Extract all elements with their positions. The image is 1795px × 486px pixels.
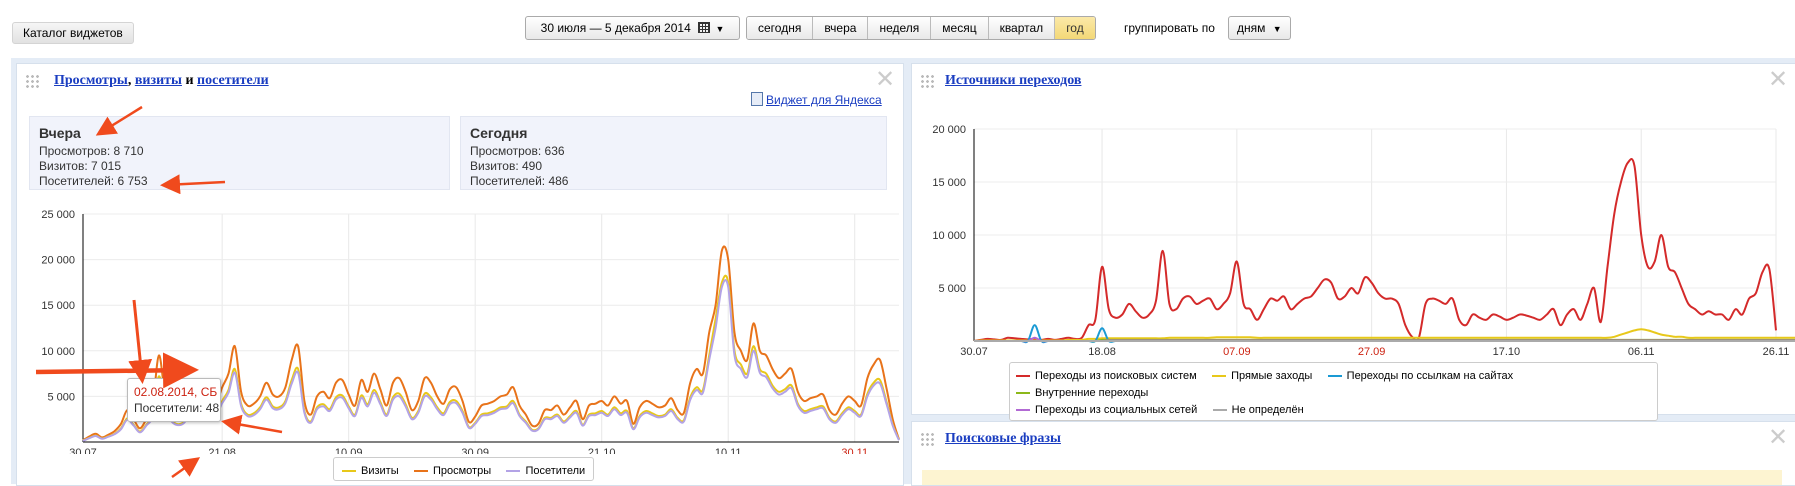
legend-label: Прямые заходы (1231, 370, 1313, 382)
legend-label: Переходы по ссылкам на сайтах (1346, 370, 1514, 382)
summary-visitors: Посетителей: 486 (470, 174, 569, 188)
legend-label: Не определён (1231, 404, 1304, 416)
x-tick-label: 10.09 (335, 447, 363, 454)
widget-views-visits: Просмотры, визиты и посетители ✕ Виджет … (16, 63, 904, 486)
summary-visitors: Посетителей: 6 753 (39, 174, 148, 188)
series-line (973, 328, 1795, 342)
legend-label: Посетители (525, 465, 586, 477)
widget-catalog-button[interactable]: Каталог виджетов (12, 22, 134, 44)
period-yesterday[interactable]: вчера (813, 17, 869, 39)
summary-views: Просмотров: 636 (470, 144, 565, 158)
legend-label: Переходы из поисковых систем (1035, 370, 1197, 382)
title-conjunction: и (185, 73, 194, 88)
legend-label: Просмотры (432, 465, 492, 477)
chart-tooltip: 02.08.2014, СБ Посетители: 48 (127, 378, 221, 422)
tooltip-value: Посетители: 48 (134, 401, 220, 415)
close-icon[interactable]: ✕ (1768, 424, 1789, 451)
calendar-icon (698, 22, 711, 33)
y-tick-label: 5 000 (47, 391, 75, 403)
chevron-down-icon: ▼ (715, 24, 725, 34)
legend-label: Визиты (361, 465, 399, 477)
x-tick-label: 27.09 (1358, 346, 1386, 358)
document-icon (751, 92, 763, 106)
x-tick-label: 21.08 (208, 447, 236, 454)
legend-item-internal[interactable]: Внутренние переходы (1016, 386, 1148, 400)
series-line (973, 158, 1777, 342)
x-tick-label: 21.10 (588, 447, 616, 454)
x-tick-label: 26.11 (1763, 346, 1790, 358)
x-tick-label: 10.11 (715, 447, 742, 454)
legend-label: Переходы из социальных сетей (1035, 404, 1198, 416)
widget-title: Источники переходов (945, 73, 1081, 89)
legend-item-visits[interactable]: Визиты (342, 465, 399, 477)
period-year[interactable]: год (1055, 17, 1095, 39)
chart-legend: Переходы из поисковых систем Прямые захо… (1009, 362, 1658, 421)
x-tick-label: 30.07 (960, 346, 988, 358)
y-tick-label: 10 000 (932, 230, 966, 242)
y-tick-label: 10 000 (41, 346, 75, 358)
period-selector: сегодня вчера неделя месяц квартал год (746, 16, 1096, 40)
tooltip-date: 02.08.2014, СБ (134, 385, 218, 399)
y-tick-label: 5 000 (938, 283, 966, 295)
legend-item-visitors[interactable]: Посетители (506, 465, 585, 477)
legend-label: Внутренние переходы (1035, 387, 1149, 399)
x-tick-label: 30.09 (461, 447, 489, 454)
date-range-label: 30 июля — 5 декабря 2014 (540, 21, 691, 35)
x-tick-label: 17.10 (1493, 346, 1521, 358)
summary-views: Просмотров: 8 710 (39, 144, 144, 158)
title-separator: , (127, 73, 132, 88)
legend-item-views[interactable]: Просмотры (413, 465, 492, 477)
period-today[interactable]: сегодня (747, 17, 814, 39)
widget-traffic-sources: Источники переходов ✕ 30.07 18.08 07.09 27.… (911, 63, 1795, 421)
x-tick-label: 18.08 (1088, 346, 1116, 358)
x-tick-label: 06.11 (1628, 346, 1655, 358)
phrases-content-area (922, 470, 1782, 485)
y-tick-label: 20 000 (932, 124, 966, 136)
legend-item-social[interactable]: Переходы из социальных сетей (1016, 403, 1197, 417)
legend-item-links[interactable]: Переходы по ссылкам на сайтах (1327, 369, 1514, 383)
yandex-widget-link-wrap: Виджет для Яндекса (751, 92, 882, 107)
date-range-button[interactable]: 30 июля — 5 декабря 2014 ▼ (525, 16, 740, 40)
x-tick-label: 30.07 (69, 447, 97, 454)
drag-handle-icon[interactable] (920, 432, 936, 446)
views-link[interactable]: Просмотры (54, 73, 128, 88)
chart-legend: Визиты Просмотры Посетители (333, 457, 595, 481)
y-tick-label: 25 000 (41, 209, 75, 221)
summary-heading: Сегодня (470, 125, 528, 141)
widget-title: Поисковые фразы (945, 431, 1061, 447)
summary-visits: Визитов: 7 015 (39, 159, 122, 173)
widget-search-phrases: Поисковые фразы ✕ (911, 421, 1795, 486)
legend-item-undefined[interactable]: Не определён (1212, 403, 1304, 417)
legend-item-search[interactable]: Переходы из поисковых систем (1016, 369, 1197, 383)
traffic-sources-chart[interactable]: 30.07 18.08 07.09 27.09 17.10 06.11 26.11 20 00… (912, 109, 1795, 359)
group-by-label: группировать по (1124, 21, 1215, 35)
yandex-widget-link[interactable]: Виджет для Яндекса (766, 93, 882, 107)
summary-yesterday: Вчера Просмотров: 8 710 Визитов: 7 015 П… (29, 116, 450, 190)
summary-heading: Вчера (39, 125, 81, 141)
y-tick-label: 15 000 (932, 177, 966, 189)
period-month[interactable]: месяц (931, 17, 989, 39)
y-tick-label: 15 000 (41, 300, 75, 312)
group-by-value: дням (1237, 21, 1266, 35)
period-week[interactable]: неделя (868, 17, 932, 39)
drag-handle-icon[interactable] (25, 74, 41, 88)
traffic-sources-link[interactable]: Источники переходов (945, 73, 1082, 88)
legend-item-direct[interactable]: Прямые заходы (1212, 369, 1312, 383)
y-tick-label: 20 000 (41, 255, 75, 267)
period-quarter[interactable]: квартал (988, 17, 1056, 39)
x-tick-label: 07.09 (1223, 346, 1251, 358)
summary-today: Сегодня Просмотров: 636 Визитов: 490 Пос… (460, 116, 887, 190)
visitors-link[interactable]: посетители (197, 73, 269, 88)
group-by-select[interactable]: дням ▼ (1228, 16, 1291, 40)
close-icon[interactable]: ✕ (875, 66, 896, 93)
drag-handle-icon[interactable] (920, 74, 936, 88)
x-tick-label: 30.11 (841, 447, 868, 454)
summary-visits: Визитов: 490 (470, 159, 543, 173)
close-icon[interactable]: ✕ (1768, 66, 1789, 93)
widget-title: Просмотры, визиты и посетители (54, 73, 269, 89)
visits-link[interactable]: визиты (134, 73, 182, 88)
chevron-down-icon: ▼ (1272, 24, 1282, 34)
search-phrases-link[interactable]: Поисковые фразы (945, 431, 1061, 446)
